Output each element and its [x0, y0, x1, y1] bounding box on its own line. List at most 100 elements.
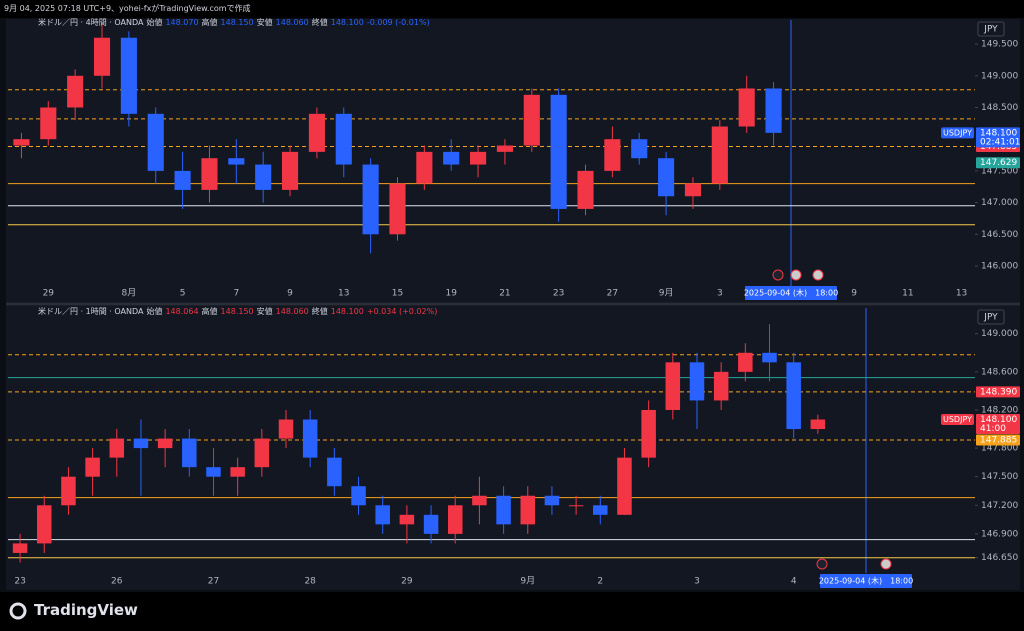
candle-body: [689, 362, 705, 401]
header-item: +0.034 (+0.02%): [366, 307, 438, 316]
logo: [9, 602, 27, 620]
candle-body: [443, 151, 460, 165]
candle-body: [230, 467, 245, 477]
candle-body: [416, 151, 433, 184]
candle-body: [375, 505, 390, 525]
x-tick-label: 3: [717, 289, 723, 299]
candle-body: [37, 505, 52, 544]
candle-body: [281, 151, 299, 190]
event-icon: [772, 269, 784, 281]
candle-body: [810, 419, 826, 430]
candle-body: [133, 438, 149, 449]
panel-bg: [6, 306, 1020, 590]
candle-body: [206, 467, 221, 477]
header-item: 148.100: [330, 18, 364, 27]
candle-body: [120, 37, 137, 114]
header-item: 終値: [311, 307, 328, 316]
candle-body: [568, 505, 584, 507]
header-item: 安値: [256, 307, 273, 316]
candle-body: [665, 362, 681, 410]
x-tick-label: 21: [499, 289, 510, 299]
price-label: 148.100: [980, 128, 1017, 138]
candle-body: [40, 107, 57, 140]
y-tick-label: 146.000: [981, 261, 1018, 271]
candle-body: [738, 352, 753, 372]
x-tick-label: 26: [111, 577, 123, 587]
y-tick-label: 147.500: [981, 166, 1018, 176]
price-label-box: [976, 414, 1020, 435]
x-tick-label: 9月: [520, 576, 535, 587]
x-tick-label: 29: [43, 289, 55, 299]
candle-body: [327, 457, 342, 487]
header-item: 148.150: [220, 18, 254, 27]
candle-body: [786, 362, 801, 430]
currency-box: [977, 309, 1005, 325]
header-item: 米ドル／円 · 4時間 · OANDA: [38, 18, 144, 27]
candle-body: [308, 113, 325, 152]
x-tick-label: 13: [956, 289, 967, 299]
x-tick-label: 27: [208, 577, 219, 587]
header-item: 高値: [201, 307, 218, 316]
y-tick-label: 148.500: [981, 103, 1018, 113]
y-tick-label: 149.000: [981, 71, 1018, 81]
candle-body: [738, 88, 755, 127]
x-tick-label: 11: [902, 289, 913, 299]
x-tick-label: 13: [338, 289, 349, 299]
event-icon: [880, 558, 892, 570]
countdown: 02:41:01: [980, 137, 1020, 147]
candle-body: [12, 543, 28, 553]
candle-body: [67, 75, 84, 108]
top-bar: 9月 04, 2025 07:18 UTC+9、yohei-fxがTrading…: [4, 4, 251, 13]
candle-body: [496, 145, 513, 152]
header-item: 148.060: [275, 307, 309, 316]
x-tick-label: 7: [233, 289, 239, 299]
cursor-date-box: [820, 574, 912, 588]
panel-bg: [6, 19, 1020, 302]
header-item: 始値: [146, 307, 163, 316]
brand: TradingView: [34, 601, 138, 619]
y-tick-label: 147.500: [981, 472, 1018, 482]
price-label-box: [976, 434, 1020, 446]
symbol-tag-box: [941, 414, 974, 426]
y-tick-label: 148.200: [981, 405, 1018, 415]
price-label-box: [976, 157, 1020, 169]
candle-body: [335, 113, 352, 165]
price-label: 148.100: [980, 415, 1017, 425]
cursor-date: 2025-09-04 (木) 18:00: [819, 576, 913, 586]
currency: JPY: [983, 25, 998, 35]
symbol-tag: USDJPY: [943, 415, 972, 424]
currency-box: [977, 21, 1005, 37]
x-tick-label: 28: [304, 577, 316, 587]
header-item: 終値: [311, 18, 328, 27]
candle-body: [631, 139, 648, 159]
y-tick-label: 149.500: [981, 40, 1018, 50]
candle-body: [147, 113, 164, 171]
y-tick-label: 146.650: [981, 553, 1018, 563]
candle-body: [544, 495, 560, 506]
candle-body: [550, 94, 567, 209]
chart-header: 米ドル／円 · 4時間 · OANDA 始値 148.070 高値 148.150 安値 1…: [38, 17, 433, 28]
candle-body: [157, 438, 173, 449]
candle-body: [523, 94, 540, 146]
x-tick-label: 9: [287, 289, 293, 299]
candle-body: [447, 505, 463, 534]
header-item: 始値: [146, 18, 163, 27]
candle-body: [641, 409, 656, 458]
candle-body: [254, 438, 270, 468]
candle-body: [389, 183, 406, 235]
candle-body: [201, 158, 218, 190]
candle-body: [182, 438, 197, 468]
candle-body: [470, 151, 487, 165]
event-icon: [790, 269, 802, 281]
x-tick-label: 15: [392, 289, 403, 299]
top-bar-bg: [0, 0, 1024, 18]
candle-body: [13, 139, 30, 146]
y-tick-label: 147.800: [981, 444, 1018, 454]
x-tick-label: 2: [597, 577, 603, 587]
y-tick-label: 147.200: [981, 501, 1018, 511]
candle-body: [61, 476, 76, 506]
x-tick-label: 8月: [122, 288, 137, 299]
y-tick-label: 149.000: [981, 329, 1018, 339]
header-item: 安値: [256, 18, 273, 27]
price-label-box: [976, 386, 1020, 398]
